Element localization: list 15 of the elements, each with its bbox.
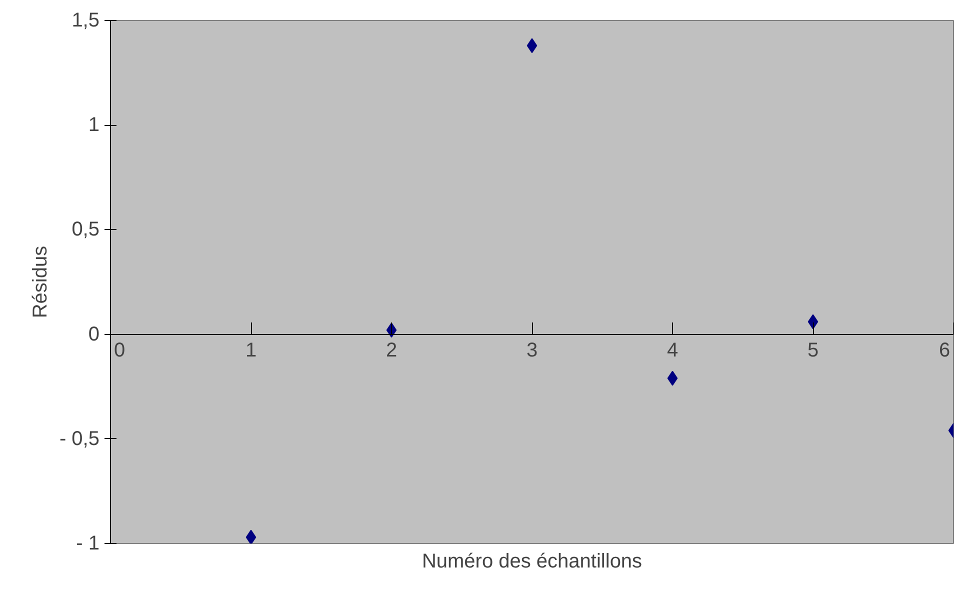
x-tick-label: 4 — [666, 339, 678, 362]
x-tick-label: 3 — [526, 339, 538, 362]
y-tick-label: 1 — [88, 114, 100, 136]
x-tick-label: 1 — [245, 339, 257, 362]
x-tick-label: 0 — [114, 339, 126, 362]
y-tick-label: 0,5 — [72, 218, 100, 241]
y-tick-label: 1,5 — [72, 10, 100, 32]
y-tick-label: - 1 — [76, 532, 100, 554]
x-tick-label: 6 — [938, 339, 950, 362]
x-tick-label: 5 — [807, 339, 819, 362]
y-axis-title: Résidus — [29, 246, 52, 318]
x-axis-title: Numéro des échantillons — [422, 550, 642, 572]
y-tick-label: - 0,5 — [59, 428, 100, 450]
x-tick-label: 2 — [386, 339, 398, 362]
y-tick-label: 0 — [88, 323, 100, 346]
